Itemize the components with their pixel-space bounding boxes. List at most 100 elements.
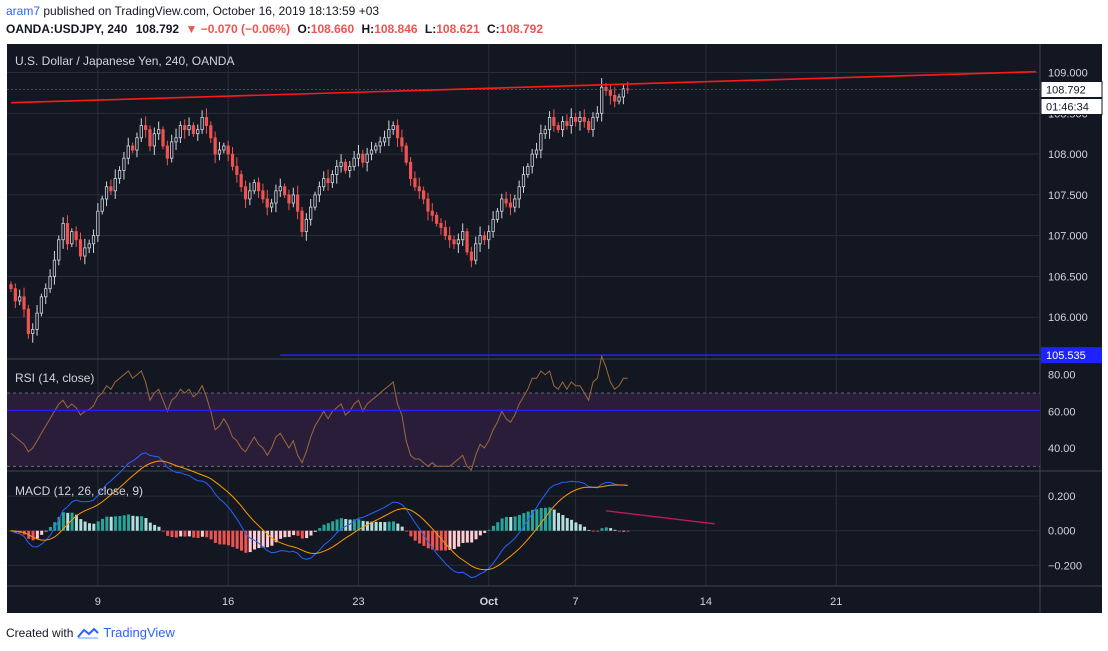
candle-body <box>230 153 235 167</box>
candle-body <box>339 161 343 167</box>
candle-body <box>552 117 556 126</box>
macd-histogram-bar <box>31 530 35 541</box>
countdown-label: 01:46:34 <box>1046 102 1089 114</box>
candle-body <box>591 117 595 131</box>
macd-histogram-bar <box>161 530 165 532</box>
candle-body <box>65 223 70 245</box>
macd-histogram-bar <box>305 530 309 539</box>
candle-body <box>252 182 256 192</box>
candle-body <box>131 145 135 151</box>
macd-histogram-bar <box>226 530 230 546</box>
candle-body <box>22 296 26 310</box>
macd-histogram-bar <box>552 509 556 531</box>
candle-body <box>96 210 100 237</box>
macd-histogram-bar <box>452 530 456 549</box>
candle-body <box>400 137 404 147</box>
macd-histogram-bar <box>218 530 222 545</box>
candle-body <box>48 276 52 290</box>
signal-line <box>10 460 628 571</box>
candle-body <box>109 186 113 192</box>
candle-body <box>170 141 174 159</box>
tradingview-logo-icon <box>77 627 100 638</box>
macd-histogram-bar <box>591 530 595 532</box>
footer: Created with TradingView <box>6 625 175 640</box>
candle-body <box>18 296 22 302</box>
macd-histogram-bar <box>513 516 517 531</box>
macd-histogram-bar <box>539 507 543 531</box>
macd-histogram-bar <box>622 530 626 532</box>
macd-histogram-bar <box>83 521 87 531</box>
rsi-tick-label: 40.00 <box>1048 443 1076 455</box>
macd-histogram-bar <box>374 521 378 531</box>
candle-body <box>261 190 265 200</box>
macd-histogram-bar <box>40 530 44 535</box>
candle-body <box>422 190 426 200</box>
candle-body <box>113 178 117 192</box>
macd-histogram-bar <box>300 530 304 539</box>
macd-histogram-bar <box>244 530 248 553</box>
candle-body <box>265 198 269 208</box>
macd-histogram-bar <box>296 530 300 536</box>
candle-body <box>365 153 369 163</box>
macd-histogram-bar <box>231 530 235 548</box>
resistance-trendline <box>10 70 1037 104</box>
candle-body <box>78 239 83 257</box>
candle-body <box>487 231 491 241</box>
macd-histogram-bar <box>557 512 561 531</box>
countdown-tag <box>1040 98 1103 116</box>
candle-body <box>352 157 356 167</box>
candle-body <box>326 178 330 184</box>
candle-body <box>330 174 335 184</box>
macd-histogram-bar <box>535 509 539 531</box>
candle-body <box>387 129 391 139</box>
candle-body <box>526 165 530 175</box>
price-tick-label: 108.000 <box>1048 149 1088 161</box>
down-triangle-icon: ▼ <box>185 22 198 36</box>
macd-histogram-bar <box>365 521 369 531</box>
macd-histogram-bar <box>530 509 534 531</box>
macd-histogram-bar <box>213 530 217 543</box>
macd-histogram-bar <box>322 524 326 531</box>
macd-histogram-bar <box>248 530 252 553</box>
macd-histogram-bar <box>192 530 196 538</box>
macd-histogram-bar <box>109 516 113 531</box>
rsi-series-line <box>10 354 628 471</box>
candle-body <box>287 194 291 204</box>
macd-histogram-bar <box>626 530 630 532</box>
macd-histogram-bar <box>483 530 487 533</box>
x-tick-label: 16 <box>222 596 234 608</box>
macd-histogram-bar <box>444 530 448 551</box>
macd-histogram-bar <box>457 530 461 547</box>
candle-body <box>495 210 500 220</box>
macd-histogram-bar <box>70 512 74 531</box>
macd-histogram-bar <box>439 530 443 551</box>
candle-body <box>491 218 495 232</box>
candle-body <box>157 129 161 135</box>
author-link[interactable]: aram7 <box>6 4 41 18</box>
macd-histogram-bar <box>274 530 278 543</box>
macd-histogram-bar <box>435 530 439 551</box>
ohlc-legend: OANDA:USDJPY, 240 108.792 ▼ −0.070 (−0.0… <box>6 22 543 36</box>
macd-histogram-bar <box>326 523 330 531</box>
macd-histogram-bar <box>344 519 348 531</box>
candle-body <box>608 90 612 96</box>
x-tick-label: Oct <box>480 596 499 608</box>
candle-body <box>144 125 148 131</box>
macd-histogram-bar <box>474 530 478 540</box>
candle-body <box>161 129 165 147</box>
chart-title: U.S. Dollar / Japanese Yen, 240, OANDA <box>15 54 234 68</box>
price-tick-label: 106.500 <box>1048 271 1088 283</box>
macd-histogram-bar <box>352 519 356 531</box>
support-price-label: 105.535 <box>1046 350 1086 362</box>
macd-histogram-bar <box>548 507 552 531</box>
candle-body <box>335 165 339 175</box>
candle-body <box>517 186 521 200</box>
tradingview-link[interactable]: TradingView <box>103 625 175 640</box>
macd-histogram-bar <box>357 519 361 531</box>
macd-histogram-bar <box>448 530 452 550</box>
x-tick-label: 21 <box>830 596 842 608</box>
candle-body <box>83 247 87 257</box>
macd-histogram-bar <box>470 530 474 543</box>
candle-body <box>600 86 604 114</box>
